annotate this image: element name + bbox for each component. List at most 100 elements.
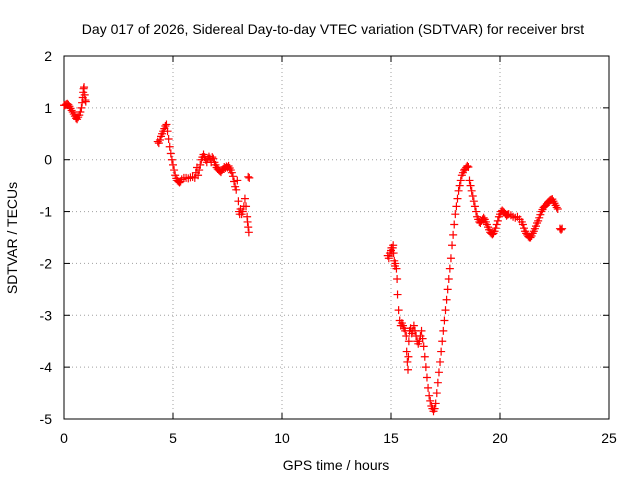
data-point xyxy=(162,120,171,129)
y-tick-label: -5 xyxy=(40,411,53,427)
data-point xyxy=(444,274,453,283)
data-point xyxy=(438,337,447,346)
data-point xyxy=(77,103,86,112)
x-tick-label: 25 xyxy=(601,430,617,446)
data-point xyxy=(195,166,204,175)
y-axis-label: SDTVAR / TECUs xyxy=(4,182,20,294)
data-point xyxy=(227,168,236,177)
data-point xyxy=(464,162,473,171)
data-point xyxy=(242,202,251,211)
data-point xyxy=(194,171,203,180)
data-point xyxy=(455,181,464,190)
y-tick-label: 1 xyxy=(44,100,52,116)
data-point xyxy=(479,213,488,222)
y-tick-label: -3 xyxy=(40,307,53,323)
data-point xyxy=(419,342,428,351)
data-point xyxy=(161,122,170,131)
y-tick-label: 2 xyxy=(44,48,52,64)
x-tick-label: 15 xyxy=(383,430,399,446)
data-point xyxy=(244,228,253,237)
x-tick-label: 20 xyxy=(492,430,508,446)
data-point xyxy=(392,264,401,273)
data-point xyxy=(393,274,402,283)
data-point xyxy=(430,404,439,413)
data-point xyxy=(456,176,465,185)
data-point xyxy=(403,357,412,366)
data-point xyxy=(81,97,90,106)
data-point xyxy=(454,186,463,195)
data-point xyxy=(389,249,398,258)
data-point xyxy=(164,134,173,143)
data-point xyxy=(491,224,500,233)
data-points xyxy=(60,83,567,416)
data-point xyxy=(468,192,477,201)
data-point xyxy=(240,194,249,203)
data-point xyxy=(418,334,427,343)
data-point xyxy=(402,347,411,356)
data-point xyxy=(238,207,247,216)
plot-frame xyxy=(63,55,610,420)
data-point xyxy=(244,172,253,181)
data-point xyxy=(384,254,393,263)
data-point xyxy=(391,259,400,268)
data-point xyxy=(442,295,451,304)
data-point xyxy=(245,173,254,182)
data-point xyxy=(451,210,460,219)
data-point xyxy=(155,136,164,145)
data-point xyxy=(443,285,452,294)
data-point xyxy=(420,352,429,361)
data-point xyxy=(166,149,175,158)
x-tick-label: 10 xyxy=(274,430,290,446)
data-point xyxy=(466,181,475,190)
data-point xyxy=(465,176,474,185)
data-point xyxy=(417,326,426,335)
data-point xyxy=(463,161,472,170)
data-point xyxy=(552,203,561,212)
grid xyxy=(64,56,609,419)
data-point xyxy=(453,194,462,203)
data-point xyxy=(553,204,562,213)
data-point xyxy=(448,241,457,250)
data-point xyxy=(208,153,217,162)
data-point xyxy=(557,225,566,234)
data-point xyxy=(233,176,242,185)
x-axis-label: GPS time / hours xyxy=(283,457,390,473)
data-point xyxy=(445,264,454,273)
data-point xyxy=(431,399,440,408)
data-point xyxy=(404,337,413,346)
data-point xyxy=(493,216,502,225)
y-tick-label: -1 xyxy=(40,204,53,220)
data-point xyxy=(422,373,431,382)
data-point xyxy=(425,391,434,400)
data-point xyxy=(244,223,253,232)
data-point xyxy=(170,166,179,175)
data-point xyxy=(440,316,449,325)
data-point xyxy=(452,202,461,211)
data-point xyxy=(196,160,205,169)
data-point xyxy=(230,177,239,186)
data-point xyxy=(165,142,174,151)
data-point xyxy=(436,357,445,366)
data-point xyxy=(228,172,237,181)
data-point xyxy=(404,365,413,374)
data-point xyxy=(472,207,481,216)
data-point xyxy=(421,363,430,372)
data-point xyxy=(426,396,435,405)
data-point xyxy=(450,220,459,229)
data-point xyxy=(437,347,446,356)
data-point xyxy=(393,290,402,299)
data-point xyxy=(470,202,479,211)
data-point xyxy=(163,127,172,136)
data-point xyxy=(449,230,458,239)
y-tick-label: -4 xyxy=(40,359,53,375)
data-point xyxy=(439,326,448,335)
y-tick-label: -2 xyxy=(40,255,53,271)
data-point xyxy=(424,383,433,392)
data-point xyxy=(80,90,89,99)
data-point xyxy=(558,224,567,233)
x-tick-label: 5 xyxy=(169,430,177,446)
data-point xyxy=(394,306,403,315)
data-point xyxy=(169,160,177,169)
data-point xyxy=(404,352,413,361)
